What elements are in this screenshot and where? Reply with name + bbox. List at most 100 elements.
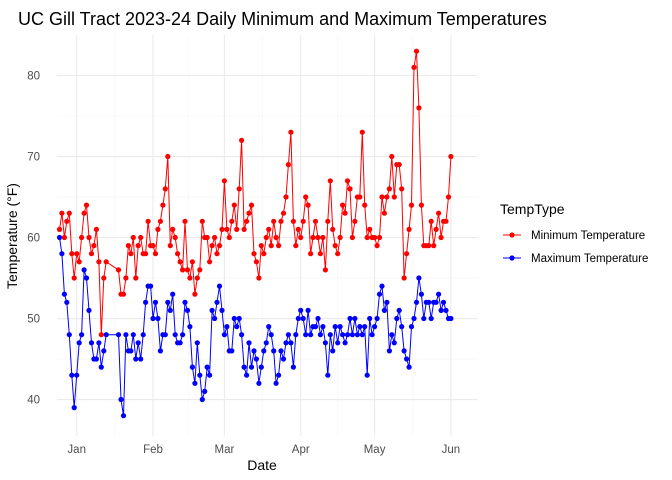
data-point: [120, 291, 127, 297]
data-point: [448, 153, 454, 160]
data-point: [175, 251, 181, 257]
data-point: [308, 332, 314, 338]
series-line: [59, 50, 452, 336]
x-axis-ticks: Jan Feb Mar Apr May Jun: [67, 444, 460, 456]
data-point: [408, 202, 415, 208]
data-point: [354, 332, 360, 338]
data-point: [251, 348, 257, 354]
data-point: [216, 283, 223, 289]
data-point: [285, 332, 291, 338]
data-point: [347, 315, 353, 322]
data-point: [204, 234, 210, 241]
data-point: [162, 332, 168, 338]
data-point: [340, 202, 346, 208]
data-point: [303, 194, 309, 200]
data-point: [93, 356, 99, 362]
data-point: [300, 315, 306, 322]
data-point: [59, 210, 65, 216]
data-point: [372, 234, 378, 241]
data-point: [406, 364, 412, 370]
data-point: [226, 234, 232, 241]
data-point: [79, 332, 85, 338]
data-point: [184, 307, 191, 313]
data-point: [426, 243, 432, 249]
data-point: [283, 340, 289, 346]
data-point: [276, 243, 282, 249]
data-point: [290, 364, 296, 370]
data-point: [180, 332, 186, 338]
data-point: [325, 372, 331, 378]
data-point: [325, 218, 331, 224]
data-point: [359, 129, 365, 135]
data-point: [303, 332, 309, 338]
data-point: [271, 218, 277, 224]
data-point: [248, 202, 255, 208]
data-point: [362, 324, 368, 330]
data-point: [320, 234, 326, 241]
data-point: [101, 275, 107, 281]
data-point: [234, 324, 240, 330]
data-point: [216, 243, 223, 249]
legend-key-point-maximum: [509, 255, 515, 261]
data-point: [268, 332, 274, 338]
data-point: [376, 234, 383, 241]
data-point: [428, 315, 434, 322]
data-point: [295, 226, 301, 232]
data-point: [322, 267, 328, 273]
data-point: [194, 275, 200, 281]
data-point: [278, 348, 284, 354]
data-point: [315, 315, 321, 322]
data-point: [359, 332, 365, 338]
data-point: [244, 218, 250, 224]
y-tick-label: 40: [27, 395, 40, 407]
y-tick-label: 50: [27, 314, 40, 326]
x-tick-label: Jun: [442, 444, 461, 456]
data-point: [411, 315, 417, 322]
data-point: [401, 275, 407, 281]
data-point: [145, 218, 151, 224]
data-point: [381, 307, 387, 313]
data-point: [93, 226, 99, 232]
legend-item-maximum: Maximum Temperature: [503, 253, 648, 265]
data-point: [202, 388, 208, 394]
data-point: [66, 332, 72, 338]
data-point: [207, 372, 213, 378]
x-tick-label: Jan: [67, 444, 86, 456]
data-point: [317, 332, 323, 338]
data-point: [115, 332, 122, 338]
data-point: [349, 332, 355, 338]
data-point: [69, 251, 75, 257]
data-point: [133, 275, 139, 281]
data-point: [155, 226, 161, 232]
data-point: [162, 186, 168, 192]
data-point: [379, 194, 385, 200]
data-point: [280, 356, 287, 362]
data-point: [256, 275, 262, 281]
data-point: [327, 178, 333, 184]
data-point: [212, 315, 218, 322]
data-point: [150, 243, 156, 249]
data-point: [374, 315, 380, 322]
data-point: [298, 234, 304, 241]
data-point: [445, 194, 452, 200]
data-point: [128, 251, 134, 257]
data-point: [448, 315, 454, 322]
data-point: [236, 315, 242, 322]
data-point: [263, 340, 269, 346]
data-point: [344, 178, 351, 184]
data-point: [219, 307, 225, 313]
data-point: [298, 307, 304, 313]
data-point: [86, 234, 92, 241]
series-layer: [56, 48, 454, 419]
data-point: [135, 243, 141, 249]
data-point: [278, 218, 284, 224]
data-point: [148, 283, 154, 289]
data-point: [367, 315, 373, 322]
data-point: [96, 340, 102, 346]
data-point: [305, 307, 311, 313]
data-point: [96, 259, 102, 265]
data-point: [224, 324, 230, 330]
data-point: [315, 234, 321, 241]
data-point: [199, 218, 205, 224]
